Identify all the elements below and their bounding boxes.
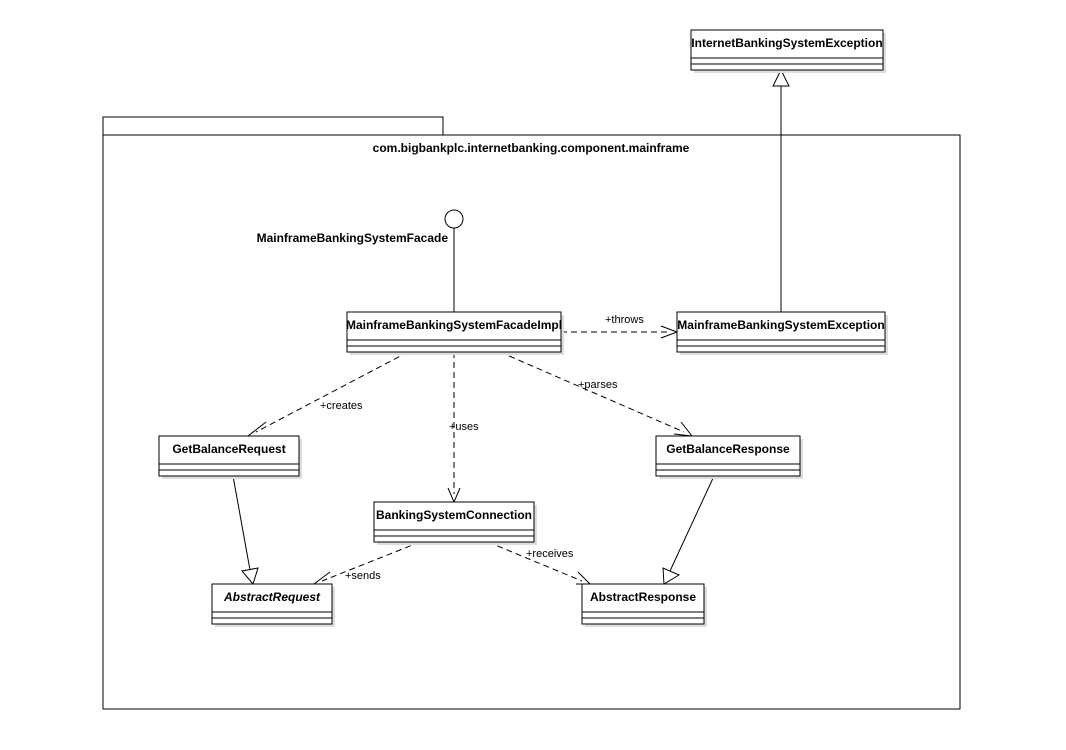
class-label: GetBalanceResponse bbox=[666, 442, 790, 456]
class-bankConn: BankingSystemConnection bbox=[374, 502, 537, 545]
class-mfException: MainframeBankingSystemException bbox=[677, 312, 888, 355]
class-label: AbstractRequest bbox=[223, 590, 321, 604]
class-label: BankingSystemConnection bbox=[376, 508, 532, 522]
class-label: GetBalanceRequest bbox=[172, 442, 285, 456]
edge-receives-label: +receives bbox=[526, 548, 574, 560]
edge-creates-label: +creates bbox=[320, 400, 363, 412]
interface-circle bbox=[445, 210, 463, 228]
class-absReq: AbstractRequest bbox=[212, 584, 335, 627]
edge-sends-label: +sends bbox=[345, 570, 381, 582]
class-absResp: AbstractResponse bbox=[582, 584, 707, 627]
class-facadeImpl: MainframeBankingSystemFacadeImpl bbox=[346, 312, 564, 355]
package-label: com.bigbankplc.internetbanking.component… bbox=[373, 141, 690, 155]
class-getBalReq: GetBalanceRequest bbox=[159, 436, 302, 479]
class-internetException: InternetBankingSystemException bbox=[691, 30, 886, 73]
class-label: MainframeBankingSystemException bbox=[677, 318, 884, 332]
edge-parses-label: +parses bbox=[578, 379, 618, 391]
edge-uses-label: +uses bbox=[449, 421, 479, 433]
class-label: MainframeBankingSystemFacadeImpl bbox=[346, 318, 562, 332]
class-label: AbstractResponse bbox=[590, 590, 696, 604]
class-getBalResp: GetBalanceResponse bbox=[656, 436, 803, 479]
interface-label: MainframeBankingSystemFacade bbox=[257, 231, 449, 245]
class-label: InternetBankingSystemException bbox=[691, 36, 882, 50]
package-tab bbox=[103, 117, 443, 135]
edge-throws-label: +throws bbox=[605, 314, 644, 326]
uml-diagram: com.bigbankplc.internetbanking.component… bbox=[0, 0, 1066, 750]
